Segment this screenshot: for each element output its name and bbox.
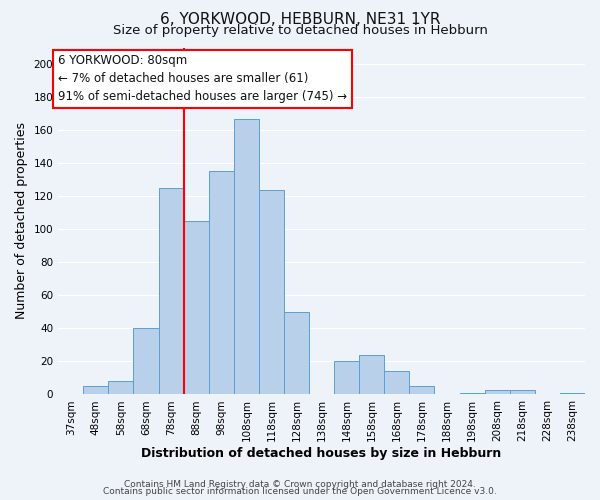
Bar bbox=[485, 390, 510, 394]
X-axis label: Distribution of detached houses by size in Hebburn: Distribution of detached houses by size … bbox=[142, 447, 502, 460]
Bar bbox=[133, 328, 158, 394]
Bar bbox=[158, 188, 184, 394]
Bar bbox=[259, 190, 284, 394]
Bar bbox=[83, 386, 109, 394]
Bar bbox=[460, 393, 485, 394]
Bar bbox=[284, 312, 309, 394]
Bar bbox=[510, 390, 535, 394]
Bar bbox=[184, 221, 209, 394]
Bar bbox=[334, 362, 359, 394]
Text: Size of property relative to detached houses in Hebburn: Size of property relative to detached ho… bbox=[113, 24, 487, 37]
Bar bbox=[409, 386, 434, 394]
Bar bbox=[560, 393, 585, 394]
Y-axis label: Number of detached properties: Number of detached properties bbox=[15, 122, 28, 320]
Text: 6, YORKWOOD, HEBBURN, NE31 1YR: 6, YORKWOOD, HEBBURN, NE31 1YR bbox=[160, 12, 440, 28]
Bar bbox=[109, 381, 133, 394]
Text: Contains HM Land Registry data © Crown copyright and database right 2024.: Contains HM Land Registry data © Crown c… bbox=[124, 480, 476, 489]
Bar bbox=[359, 355, 385, 395]
Bar bbox=[234, 118, 259, 394]
Bar bbox=[209, 172, 234, 394]
Text: Contains public sector information licensed under the Open Government Licence v3: Contains public sector information licen… bbox=[103, 487, 497, 496]
Text: 6 YORKWOOD: 80sqm
← 7% of detached houses are smaller (61)
91% of semi-detached : 6 YORKWOOD: 80sqm ← 7% of detached house… bbox=[58, 54, 347, 104]
Bar bbox=[385, 372, 409, 394]
